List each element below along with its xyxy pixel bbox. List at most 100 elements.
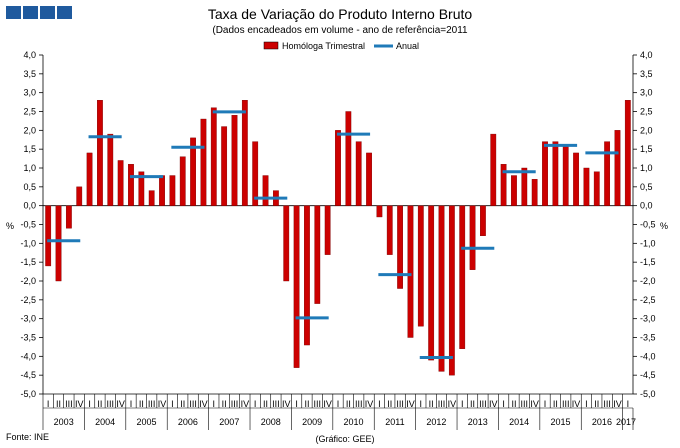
year-label: 2005: [136, 417, 156, 427]
quarter-label: II: [511, 399, 516, 409]
quarter-label: I: [585, 399, 588, 409]
quarter-label: IV: [572, 399, 581, 409]
quarter-bar: [583, 167, 590, 206]
chart-title: Taxa de Variação do Produto Interno Brut…: [208, 6, 473, 22]
quarter-label: I: [627, 399, 630, 409]
quarter-bar: [128, 164, 134, 206]
y-tick-label-right: 2,0: [640, 125, 653, 135]
quarter-bar: [283, 205, 290, 282]
quarter-bar: [76, 186, 83, 206]
quarter-bar: [593, 171, 600, 206]
y-tick-label-left: -3,0: [20, 314, 36, 324]
quarter-bar: [604, 141, 611, 206]
quarter-bar: [252, 141, 259, 206]
y-tick-label-right: -4,5: [640, 370, 656, 380]
y-tick-label-right: 0,5: [640, 182, 653, 192]
quarter-bar: [314, 205, 321, 304]
y-tick-label-right: -1,5: [640, 257, 656, 267]
y-tick-label-left: 0,0: [23, 201, 36, 211]
year-label: 2003: [54, 417, 74, 427]
y-tick-label-left: 3,0: [23, 88, 36, 98]
quarter-label: I: [130, 399, 133, 409]
quarter-label: II: [553, 399, 558, 409]
quarter-label: I: [378, 399, 381, 409]
quarter-bar: [169, 175, 176, 206]
quarter-bar: [159, 175, 165, 206]
quarter-label: IV: [448, 399, 457, 409]
quarter-bar: [210, 107, 217, 206]
quarter-label: III: [231, 399, 239, 409]
annual-series: [47, 110, 619, 359]
y-tick-label-left: 1,5: [23, 144, 36, 154]
y-tick-label-right: -3,0: [640, 314, 656, 324]
quarter-label: III: [355, 399, 363, 409]
quarter-label: II: [222, 399, 227, 409]
quarter-label: III: [272, 399, 280, 409]
quarter-label: II: [139, 399, 144, 409]
x-axis: I II III IV I II III IV I II III IV I II III IV I II III IV…: [42, 394, 636, 430]
quarter-bar: [293, 205, 300, 368]
quarter-label: II: [97, 399, 102, 409]
quarter-label: IV: [489, 399, 498, 409]
quarter-label: IV: [75, 399, 84, 409]
quarter-label: I: [47, 399, 50, 409]
quarter-label: II: [346, 399, 351, 409]
quarter-bar: [55, 205, 62, 282]
quarter-label: III: [148, 399, 156, 409]
quarter-bar: [45, 205, 52, 267]
quarter-bar: [179, 156, 186, 206]
quarter-bar: [511, 175, 517, 206]
quarter-bar: [97, 99, 103, 206]
quarter-label: III: [107, 399, 115, 409]
y-tick-label-right: 1,0: [640, 163, 653, 173]
quarter-label: III: [603, 399, 611, 409]
y-tick-label-left: -3,5: [20, 333, 36, 343]
y-tick-label-right: -2,0: [640, 276, 656, 286]
quarter-label: I: [171, 399, 174, 409]
y-tick-label-left: -4,0: [20, 351, 36, 361]
year-label: 2013: [468, 417, 488, 427]
source-label: Fonte: INE: [6, 432, 49, 442]
quarter-bar: [552, 141, 559, 206]
year-label: 2017: [616, 417, 636, 427]
quarter-label: I: [88, 399, 91, 409]
logo-block: [23, 6, 38, 19]
quarter-bar: [262, 175, 269, 206]
quarter-label: IV: [199, 399, 208, 409]
y-tick-label-right: 4,0: [640, 50, 653, 60]
y-tick-label-left: -1,0: [20, 238, 36, 248]
y-tick-label-left: -4,5: [20, 370, 36, 380]
year-label: 2006: [178, 417, 198, 427]
y-tick-label-left: -1,5: [20, 257, 36, 267]
quarter-label: II: [56, 399, 61, 409]
quarter-label: IV: [613, 399, 622, 409]
quarter-bar: [386, 205, 393, 255]
axes-group: 4,0 4,0 3,5 3,5 3,0 3,0 2,5 2,5 2,0 2,0 1,5 1,5 1,0 1…: [20, 50, 655, 399]
quarter-label: II: [387, 399, 392, 409]
year-label: 2011: [385, 417, 404, 427]
y-tick-label-left: 3,5: [23, 69, 36, 79]
quarter-bar: [490, 133, 497, 206]
year-label: 2016: [592, 417, 612, 427]
quarter-bar: [86, 152, 93, 206]
quarter-bar: [542, 141, 548, 206]
year-label: 2010: [344, 417, 364, 427]
quarter-bar: [241, 99, 248, 206]
quarter-label: I: [213, 399, 216, 409]
quarter-label: III: [314, 399, 322, 409]
quarter-bar: [531, 179, 538, 206]
quarter-label: IV: [241, 399, 250, 409]
y-axis-label-left: %: [6, 221, 14, 231]
quarter-bar: [65, 205, 72, 229]
quarter-bar: [407, 205, 414, 338]
year-label: 2004: [95, 417, 115, 427]
y-tick-label-right: -2,5: [640, 295, 656, 305]
y-tick-label-left: 4,0: [23, 50, 36, 60]
quarter-label: II: [263, 399, 268, 409]
year-label: 2007: [219, 417, 239, 427]
quarter-bar: [345, 111, 352, 206]
quarter-bar: [397, 205, 403, 289]
quarter-bar: [438, 205, 445, 372]
logo-block: [40, 6, 55, 19]
logo-block: [6, 6, 21, 19]
